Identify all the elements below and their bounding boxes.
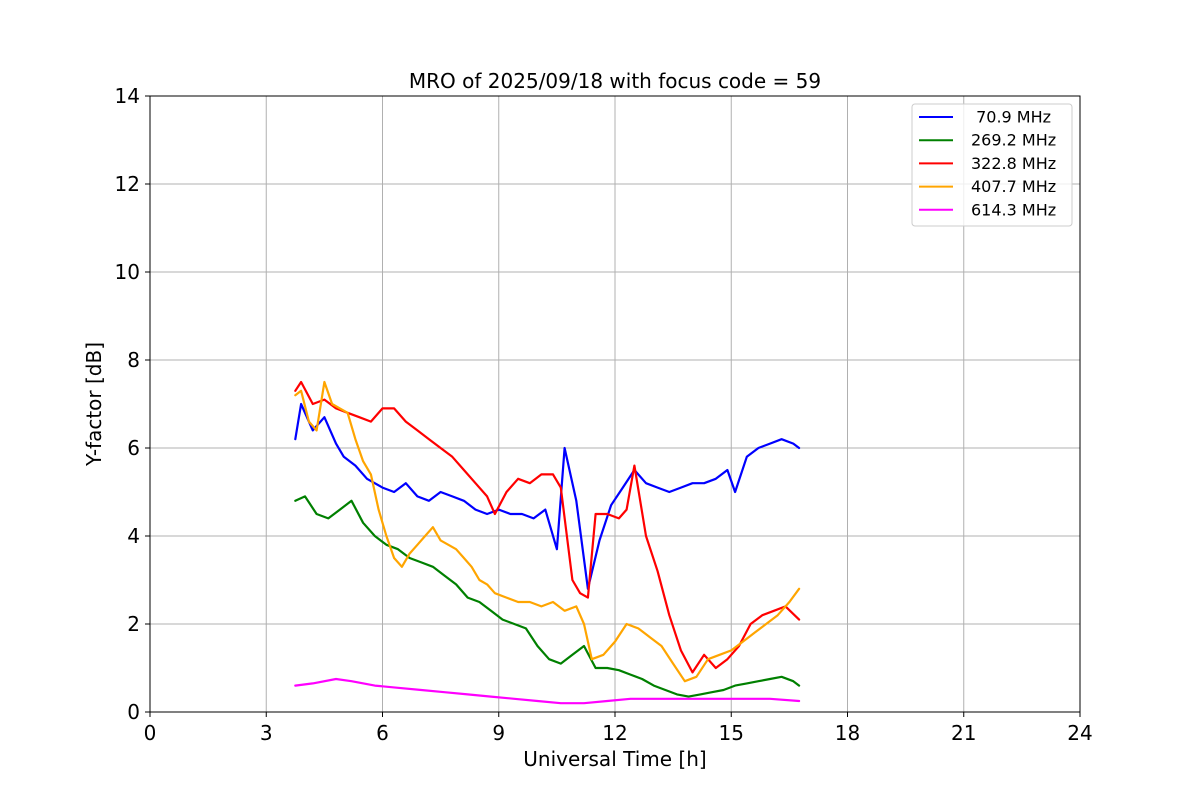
y-tick-label: 14 [115, 84, 140, 108]
y-tick-label: 12 [115, 172, 140, 196]
y-tick-label: 10 [115, 260, 140, 284]
x-tick-label: 18 [835, 721, 860, 745]
y-tick-label: 8 [127, 348, 140, 372]
y-tick-label: 2 [127, 612, 140, 636]
series-line-3 [294, 380, 801, 683]
legend-label: 269.2 MHz [971, 131, 1056, 150]
series-line-1 [294, 495, 801, 698]
series-line-0 [294, 402, 801, 590]
series-line-4 [294, 677, 801, 705]
x-tick-label: 3 [260, 721, 273, 745]
x-tick-label: 6 [376, 721, 389, 745]
legend-label: 614.3 MHz [971, 200, 1056, 219]
x-tick-label: 12 [602, 721, 627, 745]
legend-label: 70.9 MHz [971, 108, 1051, 127]
chart-title: MRO of 2025/09/18 with focus code = 59 [409, 69, 821, 93]
y-axis-label: Y-factor [dB] [82, 342, 106, 467]
y-tick-label: 6 [127, 436, 140, 460]
x-tick-label: 21 [951, 721, 976, 745]
x-tick-label: 24 [1067, 721, 1092, 745]
y-tick-label: 4 [127, 524, 140, 548]
x-tick-label: 0 [144, 721, 157, 745]
x-axis-label: Universal Time [h] [523, 747, 706, 771]
legend-label: 322.8 MHz [971, 154, 1056, 173]
x-tick-label: 15 [719, 721, 744, 745]
series-layer [294, 380, 801, 705]
y-tick-label: 0 [127, 700, 140, 724]
legend: 70.9 MHz 269.2 MHz 322.8 MHz 407.7 MHz 614.3… [911, 103, 1073, 227]
x-tick-label: 9 [492, 721, 505, 745]
legend-label: 407.7 MHz [971, 177, 1056, 196]
legend-box [911, 103, 1073, 227]
